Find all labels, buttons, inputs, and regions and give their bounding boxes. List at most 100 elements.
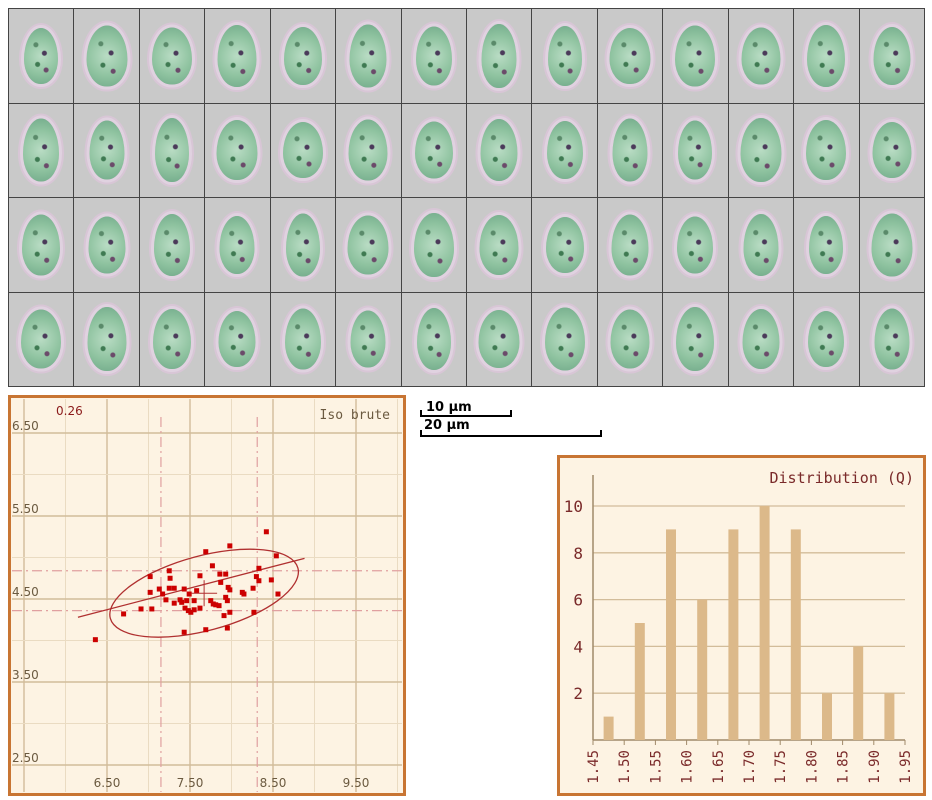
spore-image-cell xyxy=(728,103,794,197)
spore-image xyxy=(88,216,126,274)
data-point xyxy=(216,603,222,609)
spore-image-cell xyxy=(205,292,270,386)
scale-bar-20-label: 20 µm xyxy=(424,418,470,433)
spore-image xyxy=(480,119,518,182)
spore-image-cell xyxy=(336,103,401,197)
spore-image xyxy=(609,27,651,84)
spore-image-cell xyxy=(859,198,924,292)
data-point xyxy=(227,609,233,615)
spore-image xyxy=(481,23,517,88)
spore-image-cell xyxy=(794,292,859,386)
histogram-bar xyxy=(728,529,739,740)
x-tick-label: 7.50 xyxy=(177,776,204,790)
data-point xyxy=(250,585,256,591)
data-point xyxy=(186,591,192,597)
spore-image xyxy=(544,307,585,371)
chart-title: Distribution (Q) xyxy=(770,469,915,487)
spore-image-cell xyxy=(270,103,336,197)
spore-image-cell xyxy=(401,198,466,292)
spore-image-cell xyxy=(74,198,139,292)
scale-bars: 10 µm 20 µm xyxy=(420,400,610,445)
scale-bar-20 xyxy=(420,430,602,437)
spore-image-cell xyxy=(663,292,728,386)
data-point xyxy=(197,605,203,611)
spore-image xyxy=(285,213,320,277)
spore-image-cell xyxy=(336,198,401,292)
data-point xyxy=(203,627,209,633)
spore-image-cell xyxy=(139,103,205,197)
data-point xyxy=(147,589,153,595)
spore-image-cell xyxy=(597,198,663,292)
histogram-chart: 2 4 6 8 10 1.45 1.50 1.55 1.60 1.65 1.70 1.75 1.80 1.… xyxy=(557,455,926,796)
spore-image xyxy=(153,309,192,370)
x-tick-label: 1.90 xyxy=(867,750,883,784)
data-point xyxy=(182,605,188,611)
spore-image xyxy=(284,308,321,370)
spore-image xyxy=(546,121,583,180)
spore-image-cell xyxy=(794,198,859,292)
spore-image-cell xyxy=(532,292,597,386)
data-point xyxy=(167,575,173,581)
scale-bar-10 xyxy=(420,410,512,417)
x-tick-label: 1.80 xyxy=(804,750,820,784)
x-tick-label: 1.65 xyxy=(711,750,727,784)
spore-image-cell xyxy=(794,9,859,103)
chart-title: Iso brute xyxy=(320,408,391,423)
spore-image-cell xyxy=(205,103,270,197)
spore-image-cell xyxy=(859,292,924,386)
spore-image xyxy=(872,122,912,179)
data-point xyxy=(149,606,155,612)
data-point xyxy=(188,609,194,615)
spore-image-cell xyxy=(597,292,663,386)
spore-image-cell xyxy=(205,9,270,103)
data-point xyxy=(256,578,262,584)
x-tick-label: 1.70 xyxy=(742,750,758,784)
scatter-plot: 6.50 7.50 8.50 9.50 6.50 5.50 4.50 3.50 2.50 Iso … xyxy=(8,395,406,796)
spore-image xyxy=(676,307,715,372)
y-tick-label: 6 xyxy=(573,591,583,610)
data-point xyxy=(209,563,215,569)
spore-image-cell xyxy=(859,9,924,103)
histogram-frame xyxy=(557,455,926,796)
correlation-value: 0.26 xyxy=(56,404,83,418)
spore-image xyxy=(873,26,911,85)
x-tick-label: 1.85 xyxy=(836,750,852,784)
spore-image xyxy=(414,121,453,179)
spore-image xyxy=(675,25,716,87)
data-point xyxy=(221,613,227,619)
data-point xyxy=(273,553,279,559)
spore-image-cell xyxy=(9,103,74,197)
data-point xyxy=(203,549,209,555)
y-tick-label: 4 xyxy=(573,637,583,656)
x-tick-label: 1.75 xyxy=(773,750,789,784)
spore-image-cell xyxy=(597,103,663,197)
spore-image-cell xyxy=(859,103,924,197)
spore-image xyxy=(479,214,519,275)
data-point xyxy=(138,606,144,612)
spore-image-cell xyxy=(663,103,728,197)
histogram-bar xyxy=(759,506,770,740)
spore-image xyxy=(871,213,913,277)
data-point xyxy=(217,571,223,577)
spore-image-cell xyxy=(139,198,205,292)
spore-image xyxy=(743,213,779,276)
histogram-bar xyxy=(853,646,864,740)
spore-image xyxy=(413,212,454,277)
spore-image-cell xyxy=(9,198,74,292)
spore-image xyxy=(89,120,125,180)
data-point xyxy=(224,625,230,631)
spore-image xyxy=(283,26,322,85)
spore-image-cell xyxy=(401,292,466,386)
spore-image xyxy=(349,24,387,88)
data-point xyxy=(147,574,153,580)
data-point xyxy=(179,599,185,605)
spore-image xyxy=(547,25,582,86)
scale-bar-10-label: 10 µm xyxy=(426,400,472,415)
spore-image-cell xyxy=(336,292,401,386)
x-tick-label: 1.45 xyxy=(586,750,602,784)
spore-image xyxy=(282,122,323,179)
data-point xyxy=(227,543,233,549)
histogram-bar xyxy=(884,693,895,740)
spore-image-cell xyxy=(336,9,401,103)
y-tick-label: 6.50 xyxy=(12,419,39,433)
